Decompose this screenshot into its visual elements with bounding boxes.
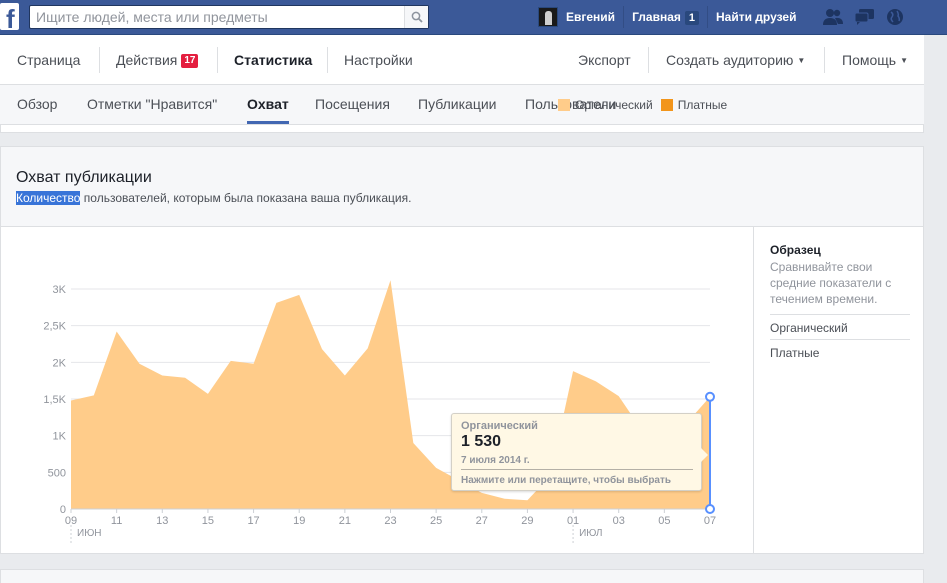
subtab-posts[interactable]: Публикации bbox=[418, 96, 497, 112]
x-tick-label: 27 bbox=[476, 515, 488, 527]
tab-settings[interactable]: Настройки bbox=[344, 52, 413, 68]
tooltip-date: 7 июля 2014 г. bbox=[461, 455, 530, 466]
tooltip-hint: Нажмите или перетащите, чтобы выбрать bbox=[461, 469, 693, 486]
y-tick-label: 3K bbox=[53, 284, 67, 296]
home-count-badge: 1 bbox=[684, 11, 699, 25]
y-tick-label: 1K bbox=[53, 431, 67, 443]
actions-count-badge: 17 bbox=[181, 54, 199, 68]
x-tick-label: 03 bbox=[613, 515, 625, 527]
legend-swatch-paid bbox=[660, 99, 673, 111]
x-tick-label: 29 bbox=[521, 515, 533, 527]
x-tick-label: 21 bbox=[339, 515, 351, 527]
x-tick-label: 19 bbox=[293, 515, 305, 527]
legend-item-paid[interactable]: Платные bbox=[660, 98, 728, 112]
jewel-icons bbox=[822, 8, 904, 26]
card-subtitle: Количество пользователей, которым была п… bbox=[16, 191, 411, 205]
caret-down-icon: ▼ bbox=[797, 56, 806, 65]
search-icon bbox=[411, 11, 423, 23]
selection-handle-bottom bbox=[705, 504, 715, 514]
x-tick-label: 05 bbox=[658, 515, 670, 527]
profile-link[interactable]: Евгений bbox=[558, 6, 625, 28]
card-header: Охват публикации Количество пользователе… bbox=[1, 147, 923, 227]
globe-icon[interactable] bbox=[886, 8, 904, 26]
selected-text: Количество bbox=[16, 191, 81, 205]
x-tick-label: 17 bbox=[247, 515, 259, 527]
search-button[interactable] bbox=[404, 6, 428, 28]
search-input[interactable] bbox=[30, 6, 400, 28]
create-audience-label: Создать аудиторию bbox=[666, 52, 794, 68]
find-friends-link[interactable]: Найти друзей bbox=[716, 10, 797, 24]
x-tick-label: 23 bbox=[384, 515, 396, 527]
tab-statistics[interactable]: Статистика bbox=[234, 52, 313, 68]
subtab-likes[interactable]: Отметки "Нравится" bbox=[87, 96, 218, 112]
x-tick-label: 01 bbox=[567, 515, 579, 527]
create-audience-button[interactable]: Создать аудиторию ▼ bbox=[666, 35, 805, 85]
y-tick-label: 2,5K bbox=[43, 321, 66, 333]
messages-icon[interactable] bbox=[854, 8, 876, 26]
tab-divider bbox=[217, 47, 218, 73]
y-tick-label: 2K bbox=[53, 357, 67, 369]
selection-handle-top bbox=[705, 391, 715, 402]
search-box bbox=[29, 5, 429, 29]
x-tick-label: 25 bbox=[430, 515, 442, 527]
subtab-overview[interactable]: Обзор bbox=[17, 96, 58, 112]
avatar[interactable] bbox=[538, 7, 558, 27]
home-link[interactable]: Главная 1 bbox=[624, 6, 708, 28]
y-tick-label: 1,5K bbox=[43, 394, 66, 406]
legend-label-organic: Органический bbox=[575, 98, 653, 112]
tab-divider bbox=[824, 47, 825, 73]
logo-glyph: f bbox=[6, 4, 15, 30]
month-label: ИЮЛ bbox=[579, 528, 602, 539]
x-tick-label: 07 bbox=[704, 515, 716, 527]
benchmark-description: Сравнивайте свои средние показатели с те… bbox=[770, 260, 892, 306]
legend-label-paid: Платные bbox=[677, 98, 728, 112]
tab-actions[interactable]: Действия 17 bbox=[116, 35, 199, 85]
tooltip-series: Органический bbox=[461, 420, 538, 432]
legend-swatch-organic bbox=[558, 99, 570, 111]
legend-item-organic[interactable]: Органический bbox=[558, 98, 653, 112]
card-title: Охват публикации bbox=[16, 169, 152, 186]
tab-page[interactable]: Страница bbox=[17, 52, 81, 68]
friends-icon[interactable] bbox=[822, 8, 844, 26]
caret-down-icon: ▼ bbox=[900, 56, 908, 65]
previous-card-edge bbox=[0, 125, 924, 133]
tab-divider bbox=[648, 47, 649, 73]
month-label: ИЮН bbox=[77, 528, 102, 539]
subtab-users[interactable]: Пользователи bbox=[525, 96, 617, 112]
benchmark-title: Образец bbox=[770, 243, 821, 257]
next-card-edge bbox=[0, 569, 924, 583]
x-tick-label: 09 bbox=[65, 515, 77, 527]
benchmark-paid[interactable]: Платные bbox=[770, 339, 910, 360]
export-button[interactable]: Экспорт bbox=[578, 52, 631, 68]
page-tabs: Страница Действия 17 Статистика Настройки… bbox=[0, 35, 947, 85]
subtab-reach[interactable]: Охват bbox=[247, 85, 289, 124]
facebook-logo[interactable]: f bbox=[0, 3, 19, 30]
help-button[interactable]: Помощь ▼ bbox=[842, 35, 908, 85]
user-navigation: Евгений Главная 1 Найти друзей bbox=[538, 6, 804, 28]
home-label: Главная bbox=[632, 10, 681, 24]
tab-divider bbox=[99, 47, 100, 73]
tab-divider bbox=[327, 47, 328, 73]
y-tick-label: 0 bbox=[60, 504, 66, 516]
statistics-subtabs: Обзор Отметки "Нравится" Охват Посещения… bbox=[0, 85, 947, 125]
y-tick-label: 500 bbox=[48, 467, 66, 479]
tab-actions-label: Действия bbox=[116, 52, 178, 68]
chart-legend: Органический Платные bbox=[558, 98, 735, 112]
tooltip-value: 1 530 bbox=[461, 433, 502, 450]
chart-tooltip: Органический 1 530 7 июля 2014 г. Нажмит… bbox=[451, 413, 708, 491]
help-label: Помощь bbox=[842, 52, 897, 68]
benchmark-panel: Образец Сравнивайте свои средние показат… bbox=[753, 227, 923, 553]
x-tick-label: 11 bbox=[111, 515, 122, 527]
x-tick-label: 15 bbox=[202, 515, 214, 527]
subtitle-text: пользователей, которым была показана ваш… bbox=[80, 191, 412, 205]
page-scrollbar[interactable] bbox=[924, 35, 947, 583]
benchmark-organic[interactable]: Органический bbox=[770, 314, 910, 335]
subtab-visits[interactable]: Посещения bbox=[315, 96, 390, 112]
series-area-organic bbox=[71, 280, 710, 509]
x-tick-label: 13 bbox=[156, 515, 168, 527]
